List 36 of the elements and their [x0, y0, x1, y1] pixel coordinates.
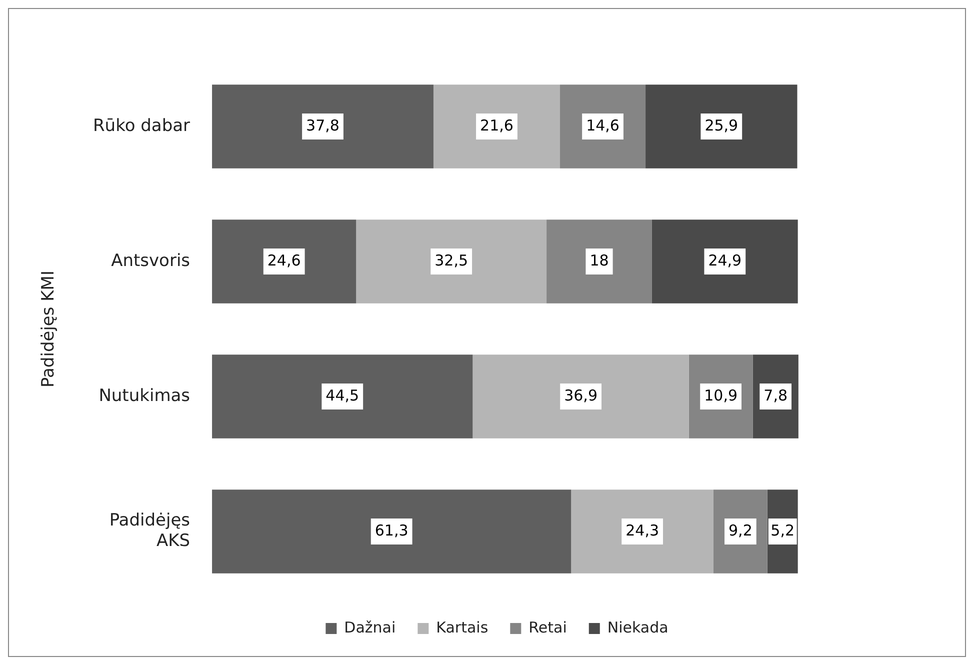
- legend-label: Niekada: [607, 618, 668, 636]
- bar: [652, 220, 798, 304]
- y-tick-label: Padidėjęs AKS: [109, 510, 190, 552]
- bar: [646, 84, 798, 168]
- bar: [212, 84, 434, 168]
- data-label: 21,6: [480, 116, 514, 134]
- data-label: 9,2: [728, 521, 752, 540]
- bar: [212, 220, 356, 304]
- data-label: 36,9: [564, 386, 598, 404]
- legend-label: Dažnai: [344, 618, 396, 636]
- text: Padidėjęs KMI: [38, 270, 58, 388]
- data-label: 5,2: [770, 521, 795, 540]
- data-label: 25,9: [704, 116, 738, 134]
- legend-label: Kartais: [436, 618, 488, 636]
- bar: [212, 490, 572, 574]
- data-label: 44,5: [326, 386, 360, 404]
- data-label: 32,5: [434, 251, 468, 270]
- y-tick-label: Rūko dabar: [92, 116, 190, 136]
- data-label: 18: [590, 251, 609, 270]
- bar: [356, 220, 547, 304]
- bar: [212, 354, 473, 438]
- bar: [546, 220, 652, 304]
- data-label: 24,3: [626, 521, 660, 540]
- data-label: 37,8: [306, 116, 340, 134]
- data-label: 14,6: [586, 116, 620, 134]
- data-label: 24,9: [708, 251, 742, 270]
- legend-label: Retai: [528, 618, 567, 636]
- bar: [472, 354, 689, 438]
- y-tick-label: Antsvoris: [111, 250, 190, 271]
- data-label: 61,3: [374, 521, 408, 540]
- bar: [571, 490, 714, 574]
- y-tick-label: Nutukimas: [98, 386, 190, 406]
- bar: [433, 84, 560, 168]
- data-label: 10,9: [704, 386, 738, 404]
- data-label: 24,6: [267, 251, 301, 270]
- data-label: 7,8: [764, 386, 788, 404]
